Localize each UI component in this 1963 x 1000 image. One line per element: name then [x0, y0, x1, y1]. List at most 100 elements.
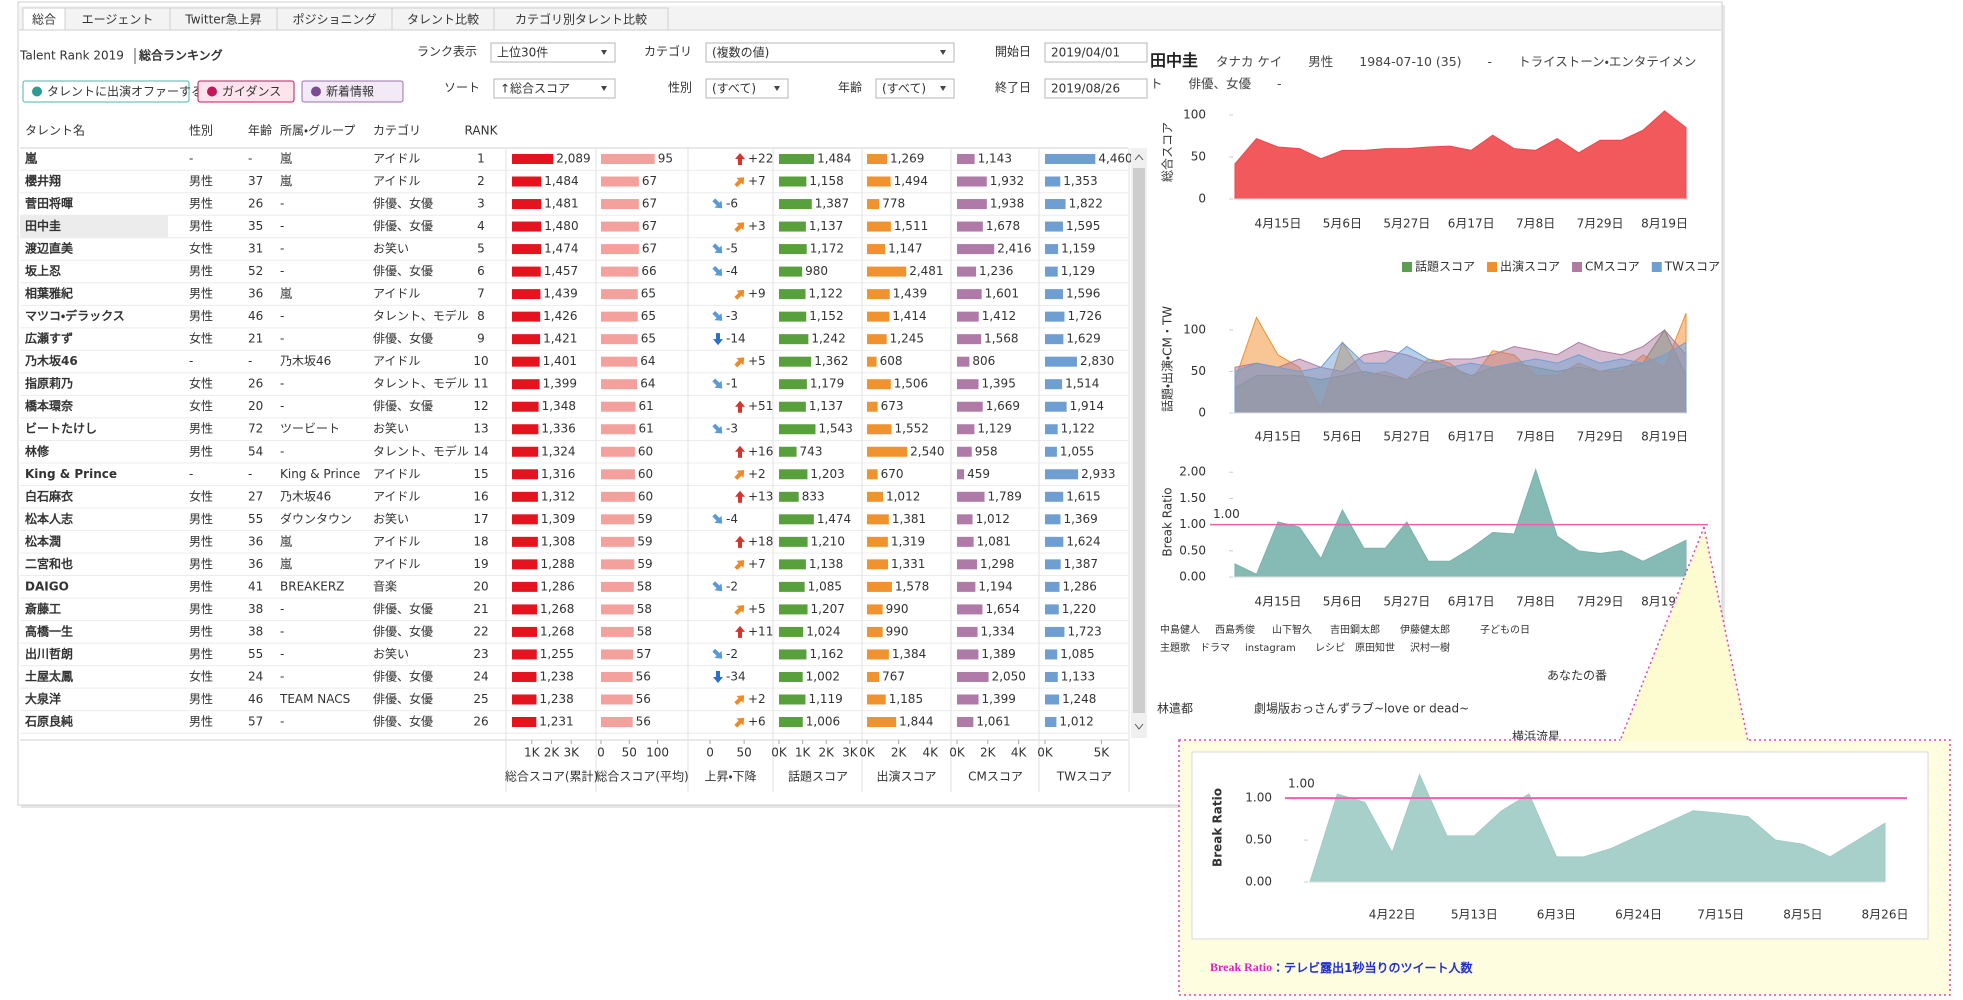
cell: 38 [248, 624, 263, 638]
talent-name: 渡辺直美 [25, 241, 74, 256]
score-bar [957, 221, 983, 232]
dropdown[interactable] [705, 78, 789, 99]
date-input[interactable] [1044, 42, 1148, 63]
y-axis-label: 総合スコア [1160, 122, 1175, 182]
score-bar [601, 266, 639, 277]
x-tick-label: 0 [706, 746, 714, 760]
x-tick-label: 6月17日 [1448, 595, 1495, 609]
score-label: 1,268 [540, 602, 574, 616]
button-label[interactable]: 新着情報 [326, 84, 374, 99]
score-label: 1,172 [810, 242, 844, 256]
word: 林遣都 [1157, 701, 1193, 716]
talent-name: 相葉雅紀 [25, 286, 73, 301]
tab-label[interactable]: 総合 [32, 12, 56, 27]
score-bar [512, 424, 539, 435]
score-label: 1,238 [539, 692, 573, 706]
score-label: 56 [636, 669, 651, 683]
button-label[interactable]: タレントに出演オファーする [47, 85, 203, 99]
x-tick-label: 7月29日 [1577, 430, 1624, 444]
filter-label: 年齢 [838, 81, 862, 95]
score-bar [512, 199, 542, 210]
button[interactable] [22, 80, 190, 103]
scroll-up [1134, 154, 1144, 161]
talent-name: 櫻井翔 [25, 173, 61, 188]
score-bar [779, 536, 808, 547]
button-label[interactable]: ガイダンス [222, 84, 281, 99]
profile-box: 田中圭 タナカ ケイ 男性 1984-07-10 (35) - トライストーン・エンタテイ… [1150, 51, 1696, 91]
dropdown[interactable] [705, 42, 955, 63]
change-arrow [712, 198, 723, 209]
tab-label[interactable]: カテゴリ別タレント比較 [515, 12, 647, 27]
change-label: -5 [726, 242, 738, 256]
score-label: 1,085 [808, 579, 842, 593]
score-label: 1,309 [541, 512, 575, 526]
score-label: 1,006 [806, 715, 840, 729]
score-label: 1,143 [978, 152, 1012, 166]
dropdown[interactable] [875, 78, 955, 99]
cell: - [280, 602, 284, 616]
score-label: 57 [636, 647, 651, 661]
cell: - [280, 264, 284, 278]
talent-name: 指原莉乃 [25, 376, 73, 391]
tab-label[interactable]: タレント比較 [407, 13, 479, 27]
score-bar [512, 154, 554, 164]
score-label: 67 [642, 174, 657, 188]
score-label: 1,137 [809, 399, 843, 413]
scrollbar-thumb[interactable] [1133, 168, 1145, 713]
score-label: 61 [638, 399, 653, 413]
cell: 26 [248, 197, 263, 211]
score-label: 1,932 [990, 174, 1024, 188]
tab-label[interactable]: ポジショニング [292, 13, 376, 27]
score-label: 673 [881, 399, 904, 413]
x-tick-label: 6月24日 [1615, 908, 1662, 922]
change-arrow [734, 470, 745, 480]
talent-name: ビートたけし [25, 421, 97, 436]
word: 子どもの日 [1480, 624, 1530, 636]
cell: 男性 [189, 557, 213, 571]
button[interactable] [301, 80, 404, 103]
score-label: 65 [641, 332, 656, 346]
score-bar [957, 694, 979, 705]
score-label: 1,506 [894, 377, 928, 391]
score-bar [779, 604, 808, 615]
score-bar [512, 694, 537, 705]
x-tick-label: 6月17日 [1448, 430, 1495, 444]
word: 山下智久 [1272, 623, 1312, 636]
change-arrow [712, 648, 723, 659]
cell: 27 [248, 489, 263, 503]
score-bar [1045, 559, 1061, 570]
score-bar [601, 424, 636, 435]
word: 西島秀俊 [1215, 623, 1255, 636]
talent-name: 乃木坂46 [25, 353, 78, 368]
score-label: 56 [636, 715, 651, 729]
date-input[interactable] [1044, 78, 1148, 99]
y-tick-label: 100 [1183, 322, 1206, 336]
reference-label: 1.00 [1213, 507, 1240, 521]
score-bar [779, 379, 807, 390]
dropdown-arrow [940, 86, 946, 91]
score-label: 1,298 [980, 557, 1014, 571]
change-label: -4 [726, 264, 738, 278]
x-tick-label: 0K [771, 746, 788, 760]
x-tick-label: 7月29日 [1577, 595, 1624, 609]
x-tick-label: 5月6日 [1323, 595, 1362, 609]
change-arrow [713, 670, 723, 683]
cell: 男性 [189, 692, 213, 706]
cell: TEAM NACS [279, 692, 350, 706]
score-bar [867, 424, 892, 435]
dropdown[interactable] [493, 78, 616, 99]
word: 伊藤健太郎 [1400, 623, 1450, 636]
dropdown[interactable] [490, 42, 616, 63]
button[interactable] [197, 80, 295, 103]
tab-label[interactable]: Twitter急上昇 [184, 12, 261, 27]
tab-label[interactable]: エージェント [82, 13, 154, 27]
word: 沢村一樹 [1410, 641, 1450, 654]
tab[interactable] [493, 7, 669, 31]
score-label: 1,514 [1065, 377, 1099, 391]
score-label: 1,194 [978, 579, 1012, 593]
cell: BREAKERZ [280, 579, 344, 593]
x-tick-label: 0K [859, 746, 876, 760]
score-bar [512, 446, 539, 457]
score-label: 64 [640, 354, 655, 368]
